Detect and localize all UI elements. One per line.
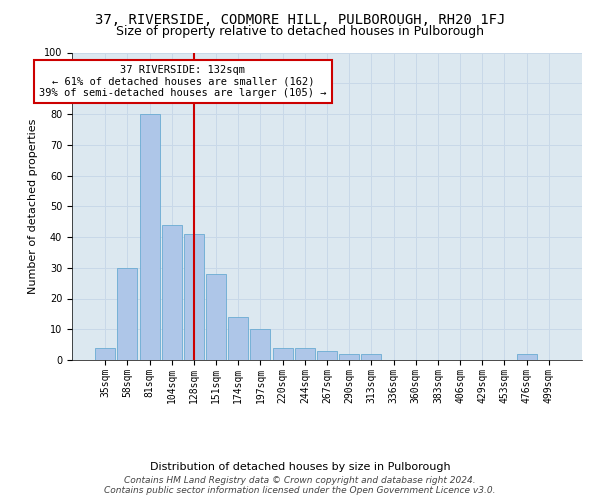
Bar	[162, 224, 182, 360]
Y-axis label: Number of detached properties: Number of detached properties	[28, 118, 38, 294]
Bar	[228, 317, 248, 360]
Bar	[317, 351, 337, 360]
Bar	[361, 354, 382, 360]
Text: Size of property relative to detached houses in Pulborough: Size of property relative to detached ho…	[116, 25, 484, 38]
Bar	[140, 114, 160, 360]
Text: Distribution of detached houses by size in Pulborough: Distribution of detached houses by size …	[149, 462, 451, 472]
Text: Contains HM Land Registry data © Crown copyright and database right 2024.
Contai: Contains HM Land Registry data © Crown c…	[104, 476, 496, 495]
Bar	[206, 274, 226, 360]
Bar	[272, 348, 293, 360]
Bar	[250, 329, 271, 360]
Bar	[118, 268, 137, 360]
Bar	[295, 348, 315, 360]
Bar	[95, 348, 115, 360]
Bar	[517, 354, 536, 360]
Text: 37 RIVERSIDE: 132sqm
← 61% of detached houses are smaller (162)
39% of semi-deta: 37 RIVERSIDE: 132sqm ← 61% of detached h…	[39, 65, 326, 98]
Bar	[184, 234, 204, 360]
Text: 37, RIVERSIDE, CODMORE HILL, PULBOROUGH, RH20 1FJ: 37, RIVERSIDE, CODMORE HILL, PULBOROUGH,…	[95, 12, 505, 26]
Bar	[339, 354, 359, 360]
